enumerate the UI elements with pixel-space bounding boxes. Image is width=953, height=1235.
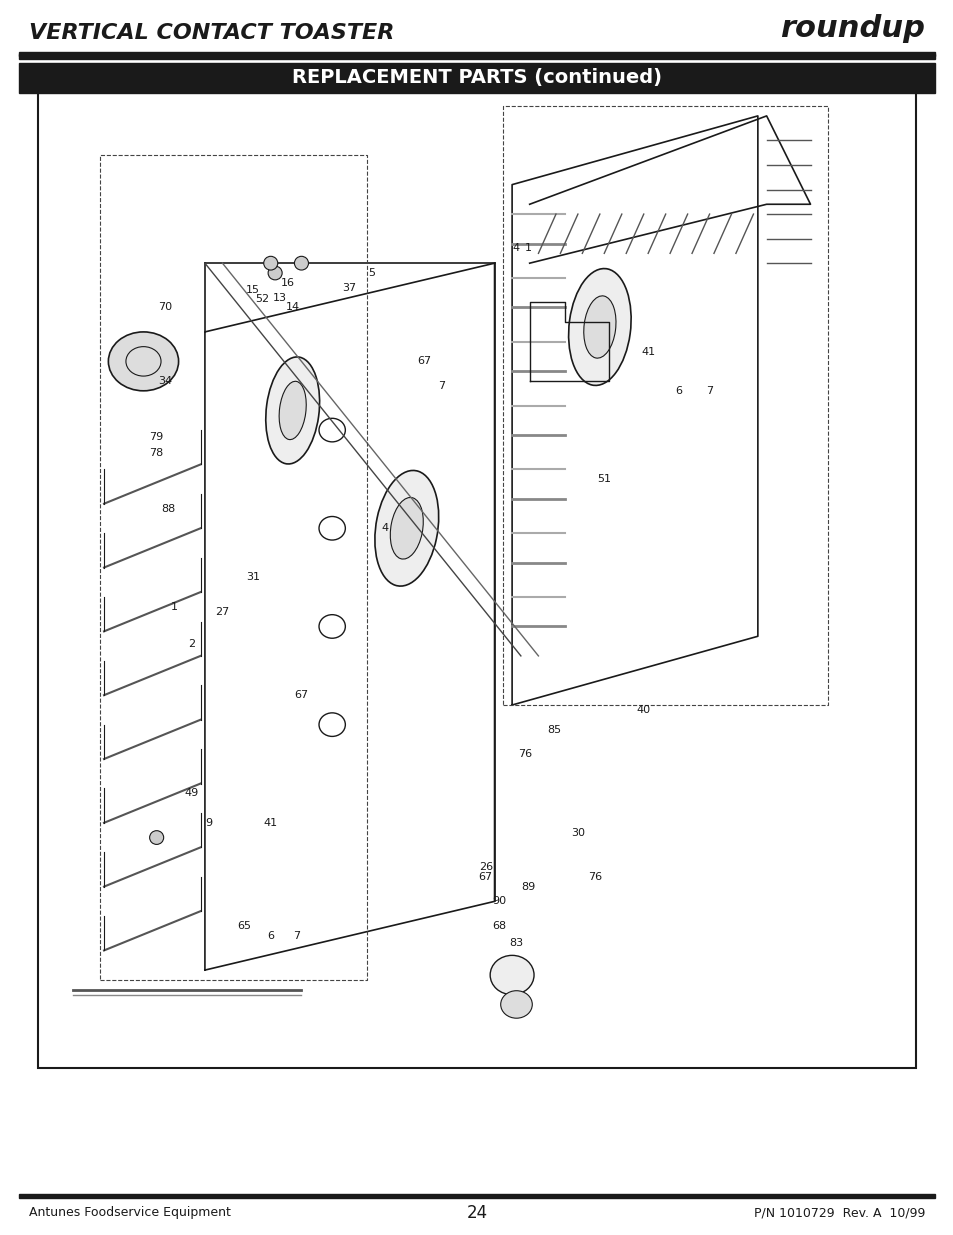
Ellipse shape: [490, 956, 534, 994]
Text: 76: 76: [588, 872, 602, 882]
Text: 41: 41: [640, 347, 655, 357]
Bar: [19, 54, 934, 59]
Text: Antunes Foodservice Equipment: Antunes Foodservice Equipment: [29, 1207, 231, 1219]
Text: 5: 5: [368, 268, 375, 278]
Text: 2: 2: [188, 640, 195, 650]
Text: 16: 16: [281, 278, 295, 288]
Text: 6: 6: [267, 931, 274, 941]
Bar: [19, 63, 934, 93]
Text: 13: 13: [273, 293, 286, 303]
Text: 65: 65: [237, 921, 252, 931]
Text: 67: 67: [294, 690, 308, 700]
Bar: [19, 1194, 934, 1198]
Text: 67: 67: [416, 357, 431, 367]
Text: 37: 37: [342, 283, 356, 293]
Text: 26: 26: [478, 862, 493, 872]
Text: 6: 6: [675, 385, 681, 395]
Bar: [38, 86, 915, 1068]
Text: 31: 31: [246, 572, 260, 583]
Ellipse shape: [263, 257, 277, 270]
Bar: [19, 52, 934, 56]
Text: 52: 52: [254, 294, 269, 304]
Text: REPLACEMENT PARTS (continued): REPLACEMENT PARTS (continued): [292, 68, 661, 88]
Text: 85: 85: [547, 725, 560, 735]
Text: 67: 67: [478, 872, 493, 882]
Ellipse shape: [109, 332, 178, 390]
Text: 14: 14: [285, 303, 299, 312]
Text: 30: 30: [570, 827, 584, 837]
Text: 4: 4: [513, 243, 519, 253]
Ellipse shape: [294, 257, 308, 270]
Text: 1: 1: [171, 601, 177, 611]
Text: 15: 15: [246, 285, 260, 295]
Text: P/N 1010729  Rev. A  10/99: P/N 1010729 Rev. A 10/99: [753, 1207, 924, 1219]
Text: 83: 83: [509, 937, 523, 947]
Ellipse shape: [150, 831, 164, 845]
Text: 89: 89: [520, 882, 535, 892]
Text: 79: 79: [150, 432, 164, 442]
Ellipse shape: [279, 382, 306, 440]
Text: 90: 90: [492, 897, 505, 906]
Text: VERTICAL CONTACT TOASTER: VERTICAL CONTACT TOASTER: [29, 23, 394, 43]
Text: 41: 41: [263, 818, 277, 827]
Text: roundup: roundup: [780, 15, 924, 43]
Text: 24: 24: [466, 1204, 487, 1221]
Ellipse shape: [568, 268, 631, 385]
Text: 49: 49: [185, 788, 198, 798]
Text: 4: 4: [381, 524, 388, 534]
Ellipse shape: [268, 266, 282, 280]
Ellipse shape: [390, 498, 423, 559]
Text: 78: 78: [150, 447, 164, 458]
Text: 7: 7: [294, 931, 300, 941]
Text: 88: 88: [161, 504, 175, 514]
Text: 9: 9: [206, 818, 213, 827]
Ellipse shape: [375, 471, 438, 587]
Text: 51: 51: [597, 474, 611, 484]
Text: 27: 27: [215, 606, 230, 616]
Text: 70: 70: [158, 303, 172, 312]
Ellipse shape: [266, 357, 319, 464]
Text: 7: 7: [437, 380, 445, 391]
Text: 76: 76: [517, 750, 532, 760]
Text: 68: 68: [492, 921, 505, 931]
Text: 7: 7: [705, 385, 713, 395]
Ellipse shape: [500, 990, 532, 1018]
Text: 1: 1: [524, 243, 531, 253]
Text: 34: 34: [158, 375, 172, 387]
Ellipse shape: [583, 296, 616, 358]
Text: 40: 40: [636, 705, 650, 715]
